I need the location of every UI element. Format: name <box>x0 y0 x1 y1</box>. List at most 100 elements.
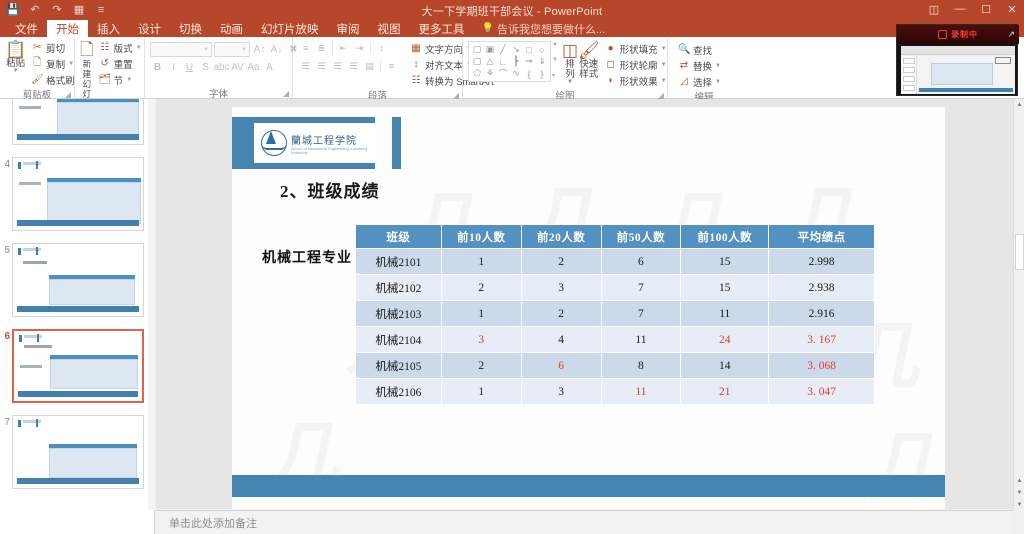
grow-font-icon[interactable]: A↑ <box>253 44 266 55</box>
reset-button[interactable]: ↺ 重置 <box>96 56 145 71</box>
gallery-more-icon[interactable]: ▾ <box>552 73 556 79</box>
rounded-rect-shape-icon[interactable]: ▢ <box>472 56 482 66</box>
dialog-launcher-icon[interactable]: ◢ <box>657 91 664 100</box>
font-color-icon[interactable]: A <box>266 61 273 73</box>
present-icon[interactable]: ▦ <box>73 4 85 16</box>
arc-shape-icon[interactable]: ⌒ <box>498 69 508 79</box>
textbox-shape-icon[interactable]: ▢ <box>472 44 482 54</box>
thumbnail-item[interactable]: 4 <box>0 157 154 231</box>
next-slide-icon[interactable]: ▼ <box>1016 489 1023 496</box>
save-icon[interactable]: 💾 <box>6 4 20 16</box>
tab-design[interactable]: 设计 <box>138 23 161 36</box>
shapes-gallery-scroll[interactable]: ▲ ▼ ▾ <box>551 41 558 79</box>
thumbnail-item[interactable]: 6 <box>0 329 154 403</box>
restore-icon[interactable]: ☐ <box>981 3 991 16</box>
table-row[interactable]: 机械2101 1 2 6 15 2.998 <box>355 248 875 275</box>
arrange-button[interactable]: ◫ 排列 ▼ <box>562 41 578 85</box>
thumbnail-item[interactable]: 5 <box>0 243 154 317</box>
select-button[interactable]: ◿ 选择 ▼ <box>675 74 724 89</box>
tell-me-box[interactable]: 💡 告诉我您想要做什么... <box>482 20 606 37</box>
align-center-icon[interactable]: ☰ <box>317 60 326 71</box>
right-arrow-shape-icon[interactable]: ⇒ <box>525 56 533 66</box>
thumbnail-slide-3[interactable] <box>12 99 144 145</box>
tab-animations[interactable]: 动画 <box>220 23 243 36</box>
change-case-icon[interactable]: Aa <box>247 61 260 73</box>
close-icon[interactable]: ✕ <box>1007 3 1017 16</box>
table-row[interactable]: 机械2102 2 3 7 15 2.938 <box>355 274 875 301</box>
tab-review[interactable]: 审阅 <box>336 23 360 36</box>
bullets-icon[interactable]: ≡ <box>302 43 309 53</box>
notes-pane[interactable]: 单击此处添加备注 <box>156 510 1013 534</box>
redo-icon[interactable]: ↷ <box>52 4 62 16</box>
slide-thumbnail-pane[interactable]: 3 4 5 6 <box>0 99 155 534</box>
font-name-input[interactable]: ▼ <box>150 42 212 57</box>
table-row[interactable]: 机械2103 1 2 7 11 2.916 <box>355 300 875 327</box>
line-spacing-icon[interactable]: ↕ <box>379 43 384 53</box>
quick-styles-button[interactable]: 🖌 快速样式 <box>578 41 600 80</box>
pentagon-shape-icon[interactable]: ⬠ <box>473 68 481 78</box>
shape-outline-button[interactable]: ◻ 形状轮廓 ▼ <box>602 57 670 72</box>
tab-slideshow[interactable]: 幻灯片放映 <box>261 23 319 36</box>
expand-icon[interactable]: ↗ <box>1007 29 1015 39</box>
thumbnail-item[interactable]: 3 <box>0 99 154 145</box>
down-arrow-shape-icon[interactable]: ⇓ <box>538 56 546 66</box>
thumbnail-slide-7[interactable] <box>12 415 144 489</box>
triangle-shape-icon[interactable]: △ <box>486 56 494 66</box>
scroll-up-icon[interactable]: ▲ <box>1016 101 1023 108</box>
paste-button[interactable]: 📋 粘贴 ▼ <box>5 40 26 74</box>
arrow-shape-icon[interactable]: ↘ <box>512 44 520 54</box>
align-left-icon[interactable]: ☰ <box>301 60 310 71</box>
clear-format-icon[interactable]: ✖ <box>289 44 298 55</box>
shape-effects-button[interactable]: ◗ 形状效果 ▼ <box>602 73 670 88</box>
oval-shape-icon[interactable]: ○ <box>539 44 545 55</box>
italic-icon[interactable]: I <box>172 61 175 73</box>
shrink-font-icon[interactable]: A↓ <box>270 44 283 55</box>
text-align-icon[interactable]: ≡ <box>388 61 395 71</box>
format-painter-button[interactable]: 🖌 格式刷 <box>28 72 78 87</box>
left-brace-shape-icon[interactable]: { <box>527 68 531 79</box>
flowchart-shape-icon[interactable]: ⚘ <box>485 68 495 78</box>
more-icon[interactable]: ≡ <box>97 3 105 16</box>
scrollbar-thumb[interactable] <box>1015 234 1024 270</box>
bold-icon[interactable]: B <box>153 61 162 73</box>
recorder-toolbar[interactable]: 录制中 ↗ <box>897 25 1019 44</box>
shape-fill-button[interactable]: ● 形状填充 ▼ <box>602 41 670 56</box>
replace-button[interactable]: ⇄ 替换 ▼ <box>675 58 724 73</box>
line-shape-icon[interactable]: ╱ <box>500 44 506 54</box>
character-spacing-icon[interactable]: AV <box>231 61 244 73</box>
section-button[interactable]: 🗂 节 ▼ <box>96 72 145 87</box>
tab-insert[interactable]: 插入 <box>97 23 120 36</box>
table-row[interactable]: 机械2106 1 3 11 21 3. 047 <box>355 378 875 405</box>
chevron-down-icon[interactable]: ▼ <box>552 56 558 63</box>
dialog-launcher-icon[interactable]: ◢ <box>452 91 459 100</box>
shadow-icon[interactable]: S <box>202 61 209 73</box>
thumbnail-item[interactable]: 7 <box>0 415 154 489</box>
underline-icon[interactable]: U <box>185 61 194 73</box>
canvas-vertical-scrollbar[interactable]: ▲ ▲ ▼ ▼ <box>1013 99 1024 510</box>
font-size-input[interactable]: ▼ <box>214 42 250 57</box>
cut-button[interactable]: ✂ 剪切 <box>28 40 78 55</box>
dialog-launcher-icon[interactable]: ◢ <box>282 89 289 98</box>
thumbnail-slide-5[interactable] <box>12 243 144 317</box>
tab-home[interactable]: 开始 <box>47 20 88 37</box>
copy-button[interactable]: 🗋 复制 ▼ <box>28 56 78 71</box>
align-right-icon[interactable]: ☰ <box>333 60 342 71</box>
strikethrough-icon[interactable]: abc <box>213 61 230 73</box>
thumbnail-slide-4[interactable] <box>12 157 144 231</box>
screen-recorder-panel[interactable]: 录制中 ↗ <box>896 24 1019 96</box>
table-row[interactable]: 机械2105 2 6 8 14 3. 068 <box>355 352 875 379</box>
increase-indent-icon[interactable]: ⇥ <box>355 42 364 53</box>
thumbnail-scrollbar[interactable] <box>148 99 155 510</box>
tab-view[interactable]: 视图 <box>377 23 401 36</box>
right-brace-shape-icon[interactable]: } <box>540 68 544 79</box>
dialog-launcher-icon[interactable]: ◢ <box>64 90 71 99</box>
chevron-up-icon[interactable]: ▲ <box>552 41 558 47</box>
curve-shape-icon[interactable]: ∿ <box>512 68 520 78</box>
grade-table[interactable]: 班级 前10人数 前20人数 前50人数 前100人数 平均绩点 机械2101 … <box>355 224 875 405</box>
picture-shape-icon[interactable]: ▣ <box>485 44 495 54</box>
tab-more-tools[interactable]: 更多工具 <box>418 23 465 36</box>
scroll-down-icon[interactable]: ▼ <box>1016 501 1023 508</box>
numbering-icon[interactable]: ≣ <box>317 42 326 53</box>
tab-transitions[interactable]: 切换 <box>179 23 202 36</box>
tab-file[interactable]: 文件 <box>15 23 38 36</box>
